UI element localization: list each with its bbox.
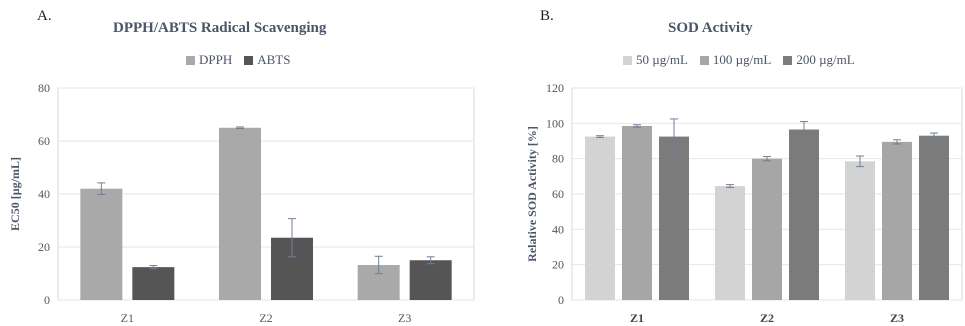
legend-item-200: 200 µg/mL [783, 52, 855, 68]
x-tick-label: Z2 [259, 311, 272, 325]
legend-swatch-50 [623, 55, 632, 65]
panel-a-letter: A. [37, 8, 52, 24]
bar-z3-series-0 [845, 161, 875, 300]
bar-z2-series-2 [789, 129, 819, 300]
y-tick-label: 60 [38, 134, 50, 148]
legend-label-200: 200 µg/mL [796, 52, 855, 67]
bar-z2-series-0 [219, 127, 261, 300]
legend-item-abts: ABTS [244, 52, 290, 68]
bar-z1-series-0 [80, 188, 123, 300]
legend-swatch-100 [699, 55, 709, 65]
legend-label-100: 100 µg/mL [712, 52, 772, 67]
bar-z3-series-1 [882, 141, 912, 300]
bar-z2-series-1 [752, 158, 782, 300]
y-axis-label: Relative SOD Activity [%] [525, 126, 539, 262]
x-tick-label: Z1 [121, 311, 134, 325]
y-tick-label: 0 [44, 293, 50, 307]
bar-z3-series-1 [409, 260, 452, 300]
y-tick-label: 40 [552, 222, 564, 236]
chart-a-plot: 0 20 40 60 80 EC50 [µg/mL] Z1 Z2 Z3 [8, 81, 475, 325]
y-tick-label: 60 [552, 187, 564, 201]
chart-b-plot: 0 20 40 60 80 100 120 Relative SOD Activity [%]… [525, 81, 963, 325]
legend-swatch-200 [783, 55, 793, 65]
chart-b-title: SOD Activity [668, 20, 753, 36]
x-tick-label: Z2 [760, 311, 774, 325]
y-tick-label: 100 [546, 116, 564, 130]
panel-b-letter: B. [540, 8, 554, 24]
chart-b-legend: 50 µg/mL 100 µg/mL 200 µg/mL [623, 52, 855, 68]
legend-label-abts: ABTS [257, 52, 291, 67]
legend-swatch-abts [244, 55, 254, 65]
chart-a-title: DPPH/ABTS Radical Scavenging [113, 20, 327, 36]
panel-a: A. DPPH/ABTS Radical Scavenging DPPH ABT… [0, 0, 480, 326]
x-tick-label: Z1 [630, 311, 644, 325]
y-tick-label: 40 [38, 187, 50, 201]
y-tick-label: 120 [546, 81, 564, 95]
y-tick-label: 20 [552, 258, 564, 272]
legend-item-50: 50 µg/mL [623, 52, 688, 68]
bar-z2-series-0 [715, 186, 745, 300]
bar-z1-series-0 [585, 136, 615, 300]
legend-item-100: 100 µg/mL [699, 52, 772, 68]
bar-z1-series-1 [132, 267, 175, 300]
panel-b: B. SOD Activity 50 µg/mL 100 µg/mL 200 µ… [480, 0, 965, 326]
bar-z1-series-2 [659, 136, 689, 300]
x-tick-label: Z3 [890, 311, 904, 325]
y-tick-label: 80 [552, 152, 564, 166]
y-tick-label: 20 [38, 240, 50, 254]
y-tick-label: 80 [38, 81, 50, 95]
y-tick-label: 0 [558, 293, 564, 307]
bar-z1-series-1 [622, 125, 652, 300]
legend-label-50: 50 µg/mL [636, 52, 688, 67]
legend-item-dpph: DPPH [186, 52, 232, 68]
x-tick-label: Z3 [398, 311, 411, 325]
chart-a-legend: DPPH ABTS [186, 52, 290, 68]
y-axis-label: EC50 [µg/mL] [8, 157, 22, 231]
bar-z3-series-2 [919, 135, 949, 300]
legend-swatch-dpph [186, 55, 195, 65]
legend-label-dpph: DPPH [199, 52, 233, 67]
